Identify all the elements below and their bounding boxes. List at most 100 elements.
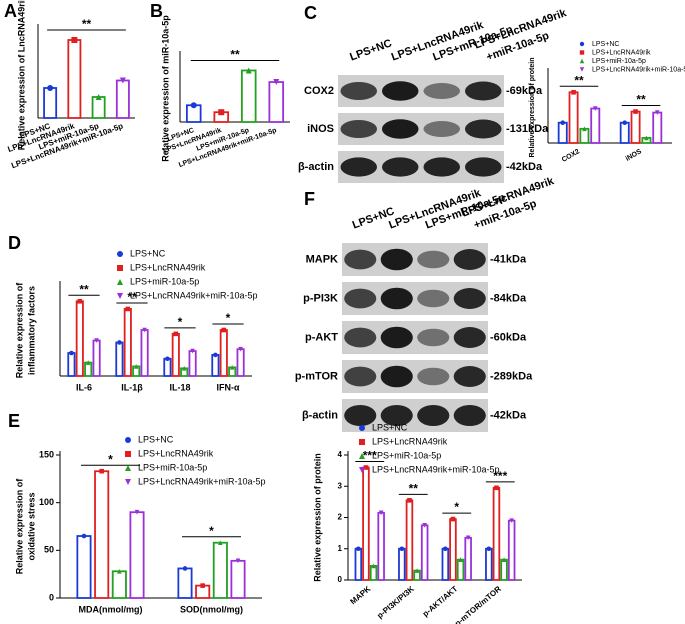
bar xyxy=(464,536,472,581)
bar-point xyxy=(378,510,384,516)
bar-point xyxy=(117,569,122,574)
blot-size-label: -131kDa xyxy=(506,123,549,135)
bar-point xyxy=(414,568,420,573)
bar xyxy=(507,519,516,581)
bar-point xyxy=(125,306,131,312)
legend-marker xyxy=(125,437,131,443)
bar xyxy=(630,110,641,144)
blot-size-label: -42kDa xyxy=(506,161,543,173)
bar xyxy=(568,91,579,144)
y-tick-label: 2 xyxy=(338,513,343,522)
bar-point xyxy=(238,346,243,352)
bar xyxy=(398,547,406,581)
bar-point xyxy=(218,540,223,546)
bar-point xyxy=(94,338,99,343)
bar-point xyxy=(95,94,102,100)
blot-band xyxy=(340,120,378,138)
bar-point xyxy=(71,37,78,43)
y-tick-label: 0 xyxy=(49,592,54,602)
significance-label: * xyxy=(178,315,183,329)
significance-label: * xyxy=(454,500,459,514)
legend-marker xyxy=(359,453,365,459)
panel-label: F xyxy=(304,189,315,209)
y-axis-label: Relative expression of xyxy=(14,282,24,379)
bar-point xyxy=(407,498,412,503)
y-axis-label: oxidative stress xyxy=(26,492,36,560)
legend-label: LPS+LncRNA49rik+miR-10a-5p xyxy=(130,290,258,300)
blot-row-label: β-actin xyxy=(298,161,334,173)
significance-label: ** xyxy=(574,73,584,87)
bar-point xyxy=(218,109,225,116)
blot-band xyxy=(417,367,450,386)
bar xyxy=(590,107,601,144)
y-axis-label: Relative expression of xyxy=(14,478,24,575)
blot-size-label: -41kDa xyxy=(490,253,527,265)
legend-label: LPS+miR-10a-5p xyxy=(372,450,441,460)
bar-point xyxy=(501,557,507,562)
panel-label: E xyxy=(8,411,20,431)
legend-marker xyxy=(579,58,585,64)
legend-marker xyxy=(359,467,365,473)
bar-point xyxy=(134,509,140,515)
bar-point xyxy=(465,535,471,541)
bar-point xyxy=(371,563,376,569)
bar-point xyxy=(363,465,369,470)
blot-band xyxy=(453,288,486,309)
legend-marker xyxy=(125,465,131,471)
bar-point xyxy=(81,533,87,539)
legend-label: LPS+NC xyxy=(592,41,619,48)
blot-band xyxy=(423,121,461,137)
bar-point xyxy=(582,126,587,132)
x-tick-label: IL-6 xyxy=(76,382,92,392)
bar xyxy=(67,352,76,377)
bar-point xyxy=(99,468,104,474)
x-tick-label: SOD(nmol/mg) xyxy=(180,604,243,614)
significance-label: ** xyxy=(79,282,89,296)
bar-point xyxy=(119,77,126,84)
y-tick-label: 3 xyxy=(338,481,343,490)
lane-label: LPS+NC xyxy=(348,37,393,63)
blot-band xyxy=(453,249,486,270)
bar-point xyxy=(133,364,139,369)
y-tick-label: 4 xyxy=(338,450,343,459)
bar xyxy=(188,350,197,377)
legend-label: LPS+miR-10a-5p xyxy=(130,276,199,286)
legend-marker xyxy=(117,251,123,257)
bar xyxy=(652,111,663,144)
significance-label: ** xyxy=(636,93,646,107)
blot-band xyxy=(380,248,413,271)
bar-point xyxy=(450,516,456,522)
blot-row-label: p-mTOR xyxy=(295,370,338,382)
blot-band xyxy=(464,119,502,139)
bar-point xyxy=(509,518,514,523)
y-tick-label: 150 xyxy=(39,449,54,459)
bar xyxy=(449,518,457,581)
bar-point xyxy=(200,583,205,588)
bar-point xyxy=(486,546,492,552)
blot-size-label: -84kDa xyxy=(490,292,527,304)
blot-band xyxy=(453,327,486,348)
bar xyxy=(354,547,363,581)
bar-point xyxy=(633,109,638,114)
bar xyxy=(557,121,568,144)
bar-point xyxy=(622,120,628,126)
bar-point xyxy=(592,106,598,111)
significance-label: ** xyxy=(127,290,137,304)
blot-band xyxy=(417,289,450,308)
bar xyxy=(362,466,370,581)
bar-point xyxy=(190,348,195,354)
bar-point xyxy=(85,360,91,365)
bar-point xyxy=(117,340,122,345)
bar-point xyxy=(273,79,280,86)
blot-band xyxy=(380,326,413,349)
blot-band xyxy=(340,157,378,177)
bar xyxy=(456,558,465,581)
legend-marker xyxy=(579,67,585,72)
bar xyxy=(405,499,414,581)
bar-point xyxy=(182,566,188,571)
blot-row-label: COX2 xyxy=(304,85,334,97)
legend-marker xyxy=(359,439,365,445)
legend-label: LPS+miR-10a-5p xyxy=(592,58,646,65)
bar-point xyxy=(47,85,54,91)
blot-band xyxy=(453,404,486,427)
